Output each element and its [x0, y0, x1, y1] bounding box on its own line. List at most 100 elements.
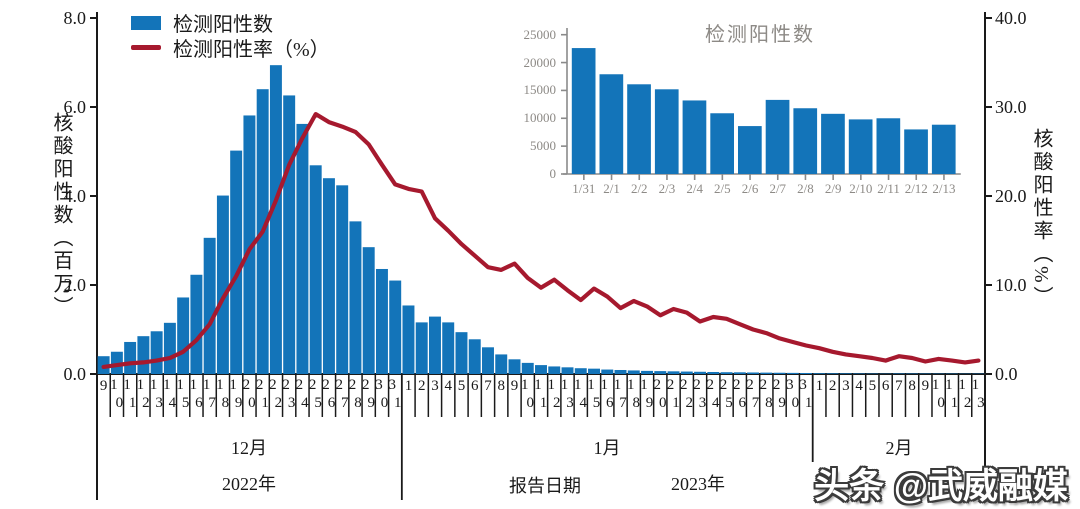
positive-count-bar [773, 372, 786, 374]
day-label: 1 [672, 395, 680, 411]
right-axis-tick-label: 10.0 [995, 275, 1027, 295]
positive-count-bar [110, 351, 123, 374]
right-axis-tick-label: 30.0 [995, 97, 1027, 117]
inset-bar [738, 126, 762, 174]
positive-count-bar [402, 305, 415, 374]
day-label: 2 [706, 377, 715, 393]
positive-count-bar [720, 372, 733, 374]
inset-bar [571, 48, 596, 174]
positive-count-bar [243, 115, 256, 374]
day-label: 2 [242, 377, 251, 393]
month-label-february: 2月 [885, 438, 913, 458]
day-label: 3 [842, 378, 850, 394]
positive-count-bar [455, 332, 468, 374]
day-label: 2 [295, 377, 304, 393]
right-axis-tick-label: 0.0 [995, 364, 1018, 384]
day-label: 5 [314, 395, 322, 411]
day-label: 2 [308, 377, 317, 393]
day-label: 2 [142, 395, 150, 411]
inset-x-tick-label: 2/8 [797, 181, 814, 196]
day-label: 0 [248, 395, 256, 411]
day-label: 1 [539, 395, 548, 411]
positive-count-bar [641, 370, 654, 374]
inset-x-tick-label: 2/13 [932, 181, 956, 196]
day-label: 2 [653, 377, 662, 393]
day-label: 2 [335, 377, 343, 393]
inset-y-tick-label: 5000 [530, 138, 556, 154]
positive-count-bar [482, 347, 494, 374]
day-label: 9 [645, 395, 654, 411]
day-label: 0 [380, 395, 389, 411]
day-label: 2 [553, 395, 561, 411]
positive-count-bar [349, 221, 362, 374]
day-label: 2 [733, 377, 741, 393]
positive-count-bar [853, 373, 866, 374]
day-label: 3 [786, 377, 794, 393]
day-label: 1 [261, 395, 269, 411]
day-label: 0 [115, 395, 124, 411]
inset-bar [710, 113, 734, 174]
positive-count-bar [137, 336, 150, 374]
inset-y-tick-label: 10000 [523, 110, 557, 126]
inset-bar [793, 108, 818, 174]
day-label: 2 [746, 377, 754, 393]
day-label: 7 [208, 395, 216, 411]
day-label: 1 [574, 377, 582, 393]
positive-count-bar [535, 365, 547, 374]
day-label: 1 [587, 377, 595, 393]
inset-x-tick-label: 2/10 [849, 181, 873, 196]
day-label: 1 [640, 377, 648, 393]
day-label: 1 [176, 377, 184, 393]
day-label: 8 [908, 378, 916, 394]
inset-bar [904, 129, 928, 174]
inset-x-tick-label: 2/11 [877, 181, 900, 196]
positive-count-bar [906, 373, 919, 374]
day-label: 2 [693, 377, 701, 393]
positive-count-bar [800, 372, 813, 374]
inset-bar [654, 89, 679, 174]
day-label: 0 [659, 395, 667, 411]
positive-count-bar [574, 368, 587, 374]
month-label-december: 12月 [231, 438, 267, 458]
inset-x-tick-label: 2/2 [630, 181, 648, 196]
positive-count-bar [322, 178, 335, 374]
day-label: 9 [99, 378, 108, 394]
day-label: 1 [971, 377, 980, 393]
day-label: 3 [155, 395, 163, 411]
inset-x-tick-label: 2/6 [741, 181, 759, 196]
day-label: 4 [712, 395, 720, 411]
legend-line-label: 检测阳性率（%） [173, 39, 330, 61]
day-label: 1 [189, 377, 198, 393]
day-label: 3 [388, 377, 396, 393]
day-label: 1 [149, 377, 158, 393]
day-label: 4 [579, 395, 588, 411]
inset-y-tick-label: 0 [549, 166, 557, 181]
inset-x-tick-label: 2/1 [603, 181, 620, 196]
positive-count-bar [614, 369, 627, 374]
legend-bar-swatch [131, 15, 161, 30]
inset-x-tick-label: 2/12 [904, 181, 928, 196]
day-label: 7 [751, 395, 760, 411]
day-label: 2 [282, 377, 290, 393]
day-label: 1 [520, 377, 529, 393]
day-label: 4 [855, 378, 863, 394]
day-label: 3 [375, 377, 383, 393]
day-label: 3 [287, 395, 296, 411]
day-label: 2 [274, 395, 283, 411]
legend-item-positive-count: 检测阳性数 [131, 8, 273, 37]
positive-count-bar [747, 372, 760, 374]
day-label: 6 [327, 395, 336, 411]
day-label: 8 [632, 395, 641, 411]
inset-bar [682, 100, 707, 174]
inset-bar [876, 118, 901, 174]
day-label: 3 [799, 377, 807, 393]
inset-bar [599, 74, 624, 174]
day-label: 0 [937, 395, 945, 411]
day-label: 4 [301, 395, 309, 411]
left-axis-title: 核酸阳性数（百万） [50, 112, 72, 319]
inset-y-tick-label: 15000 [523, 82, 557, 98]
inset-bar [931, 124, 956, 174]
year-label-2023: 2023年 [671, 474, 725, 494]
